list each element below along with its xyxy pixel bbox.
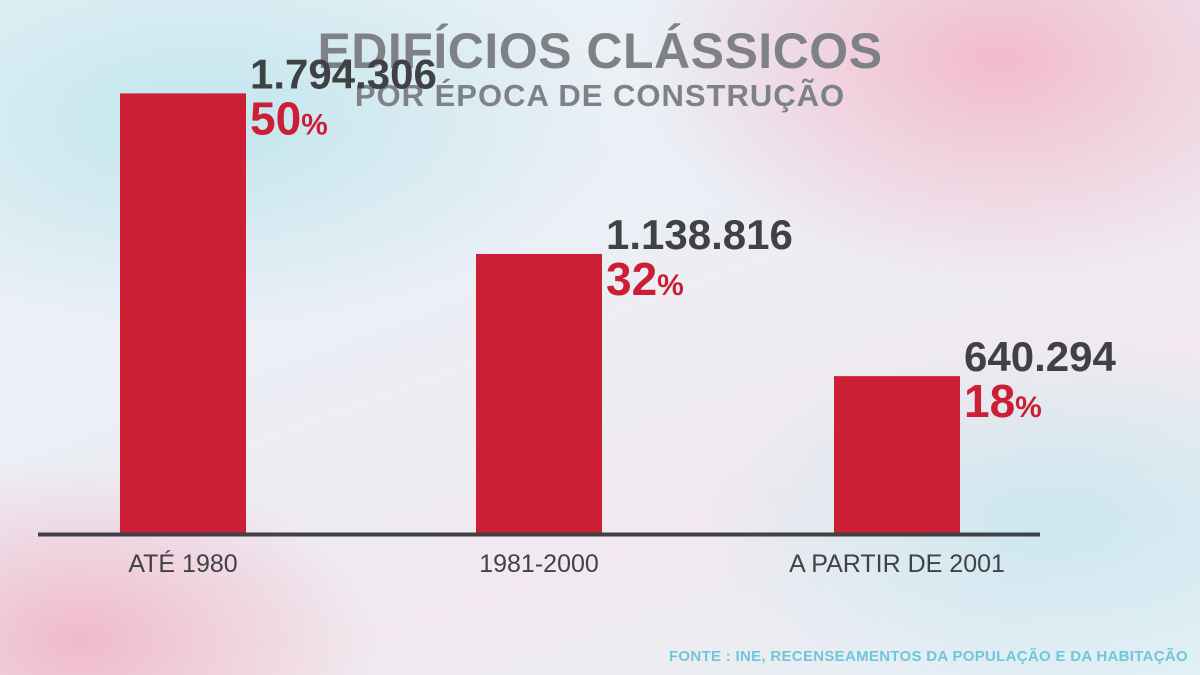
value-label-0: 1.794.306	[250, 50, 437, 97]
bar-2	[834, 376, 960, 533]
value-label-1: 1.138.816	[606, 211, 793, 258]
bar-1	[476, 253, 602, 533]
category-label-2: A PARTIR DE 2001	[789, 550, 1005, 578]
percent-label-2: 18%	[964, 375, 1042, 427]
category-label-0: ATÉ 1980	[128, 549, 237, 578]
percent-label-1: 32%	[606, 253, 684, 305]
percent-label-0: 50%	[250, 92, 328, 144]
category-label-1: 1981-2000	[479, 550, 599, 578]
chart-title: EDIFÍCIOS CLÁSSICOS	[317, 23, 883, 79]
bars-layer	[120, 93, 960, 534]
source-note: FONTE : INE, RECENSEAMENTOS DA POPULAÇÃO…	[668, 648, 1188, 665]
chart-subtitle: POR ÉPOCA DE CONSTRUÇÃO	[354, 78, 846, 113]
bar-0	[120, 93, 246, 534]
value-label-2: 640.294	[964, 333, 1116, 380]
